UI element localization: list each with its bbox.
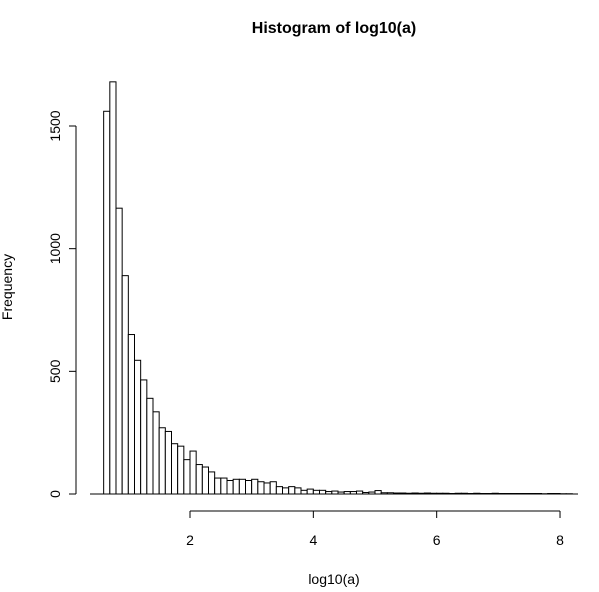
chart-title: Histogram of log10(a) (252, 20, 416, 37)
x-tick-label: 8 (556, 532, 564, 548)
y-tick-label: 500 (47, 359, 63, 383)
histogram-bar (121, 275, 129, 495)
histogram-bar (294, 487, 302, 495)
histogram-bar (232, 478, 240, 495)
y-tick-label: 1000 (47, 233, 63, 264)
histogram-bar (189, 450, 197, 495)
histogram-bar (251, 478, 259, 495)
histogram-bar (269, 481, 277, 495)
x-tick-label: 6 (433, 532, 441, 548)
histogram-bar (164, 430, 172, 495)
histogram-bar (183, 459, 191, 495)
histogram-bar (158, 427, 166, 495)
y-tick-label: 0 (47, 490, 63, 498)
histogram-bar (319, 489, 327, 495)
histogram-bar (300, 489, 308, 495)
x-axis-label: log10(a) (308, 571, 359, 587)
histogram-bar (109, 81, 117, 495)
histogram-bar (140, 379, 148, 495)
histogram-bar (312, 489, 321, 495)
histogram-bar (220, 477, 228, 495)
y-tick-label: 1500 (47, 110, 63, 141)
histogram-bar (214, 477, 222, 495)
y-axis-label: Frequency (0, 254, 15, 320)
histogram-bar (374, 490, 382, 495)
histogram-bar (201, 466, 210, 495)
histogram-bar (263, 482, 271, 495)
histogram-bar (245, 480, 253, 495)
histogram-bar (133, 359, 142, 495)
histogram-bar (127, 334, 135, 495)
histogram-bar (257, 481, 265, 495)
histogram-bar (288, 486, 296, 495)
histogram-bar (195, 464, 203, 495)
histogram-bar (306, 488, 314, 495)
x-tick-label: 4 (309, 532, 317, 548)
histogram-bar (226, 480, 234, 495)
histogram-bar (170, 443, 179, 495)
histogram-bar (208, 471, 216, 495)
histogram-bar (103, 110, 111, 495)
histogram-bar (238, 478, 247, 495)
histogram-bar (177, 445, 185, 495)
histogram-bar (275, 486, 284, 495)
histogram-bar (115, 207, 123, 495)
x-axis-ticks: 2 4 6 8 (186, 511, 564, 548)
y-axis-ticks: 0 500 1000 1500 (47, 110, 76, 498)
histogram-bar (146, 397, 154, 495)
bars-group (90, 81, 578, 495)
x-tick-label: 2 (186, 532, 194, 548)
histogram-bar (282, 487, 290, 495)
histogram-bar (152, 411, 160, 495)
